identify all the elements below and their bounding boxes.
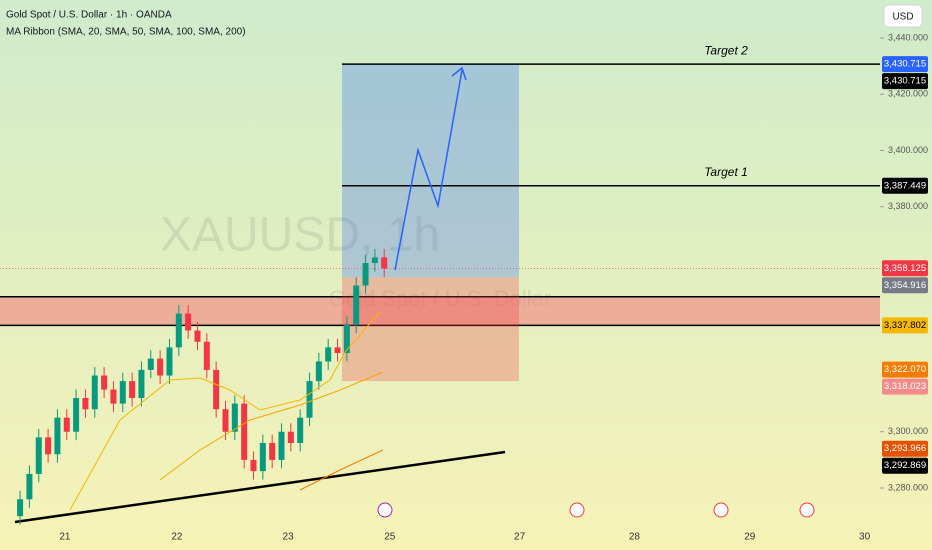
candle-body — [287, 431, 294, 443]
candle-body — [315, 361, 322, 382]
price-label-bg — [882, 56, 928, 73]
x-tick-label: 28 — [629, 532, 641, 543]
y-tick-label: 3,440.000 — [888, 32, 928, 42]
x-tick-label: 22 — [171, 532, 183, 543]
support-zone — [0, 296, 880, 326]
candle-body — [91, 375, 98, 410]
ma-line — [299, 449, 384, 491]
currency-button[interactable] — [883, 4, 923, 28]
target-box — [342, 64, 519, 278]
price-label: 3,387.449 — [884, 180, 926, 191]
price-label: 3,354.916 — [884, 280, 926, 291]
candle-body — [381, 257, 388, 269]
candle-body — [353, 285, 360, 325]
y-tick-label: 3,400.000 — [888, 145, 928, 155]
candle-body — [35, 437, 42, 474]
x-tick-label: 25 — [384, 532, 396, 543]
stop-box — [342, 277, 519, 382]
price-label-bg — [882, 177, 928, 194]
candle-body — [297, 417, 304, 443]
y-tick-label: 3,300.000 — [888, 426, 928, 436]
candle-body — [175, 313, 182, 348]
trendline — [14, 450, 506, 524]
candle-body — [334, 347, 341, 353]
y-tick-label: 3,380.000 — [888, 201, 928, 211]
candle-body — [306, 381, 313, 418]
chart-title: Gold Spot / U.S. Dollar · 1h · OANDA — [6, 10, 172, 21]
candle-body — [231, 403, 238, 432]
price-label-bg — [882, 378, 928, 395]
candle-body — [222, 409, 229, 432]
target-label: Target 1 — [704, 165, 748, 179]
candle-body — [325, 347, 332, 362]
candle-body — [129, 381, 136, 398]
price-label: 3,292.869 — [884, 460, 926, 471]
candle-body — [110, 389, 117, 404]
target-label: Target 2 — [704, 43, 748, 57]
price-label: 3,430.715 — [884, 76, 926, 87]
candle-body — [259, 443, 266, 472]
candle-body — [241, 403, 248, 460]
candle-body — [147, 358, 154, 370]
price-label: 3,322.070 — [884, 364, 926, 375]
x-tick-label: 29 — [744, 532, 756, 543]
price-label-bg — [882, 457, 928, 474]
price-label-bg — [882, 277, 928, 294]
currency[interactable]: USD — [892, 12, 913, 23]
ma-line — [159, 371, 384, 481]
candle-body — [343, 324, 350, 353]
candle-body — [101, 375, 108, 390]
price-label-bg — [882, 260, 928, 277]
candle-body — [194, 330, 201, 342]
price-label-bg — [882, 73, 928, 90]
price-label: 3,430.715 — [884, 59, 926, 70]
candle-body — [45, 437, 52, 455]
price-label-bg — [882, 361, 928, 378]
price-label: 3,318.023 — [884, 381, 926, 392]
price-label-bg — [882, 440, 928, 457]
projection-arrow — [394, 69, 463, 271]
candle-body — [278, 431, 285, 460]
arrow-head — [451, 66, 467, 81]
candle-body — [185, 313, 192, 331]
x-tick-label: 21 — [59, 532, 71, 543]
event-icons — [377, 502, 815, 518]
candle-body — [166, 347, 173, 376]
candle-body — [157, 358, 164, 376]
price-label: 3,337.802 — [884, 320, 926, 331]
price-label: 3,293.966 — [884, 443, 926, 454]
candle-body — [82, 398, 89, 410]
x-tick-label: 27 — [514, 532, 526, 543]
candle-body — [119, 381, 126, 404]
candle-body — [26, 473, 33, 500]
price-label: 3,358.125 — [884, 263, 926, 274]
candle-body — [250, 459, 257, 472]
ma-line — [69, 311, 381, 511]
candle-body — [138, 369, 145, 398]
candle-body — [73, 398, 80, 432]
candle-body — [371, 257, 378, 263]
price-label-bg — [882, 317, 928, 334]
candle-body — [17, 499, 24, 517]
x-tick-label: 23 — [282, 532, 294, 543]
candle-body — [63, 417, 70, 432]
y-tick-label: 3,420.000 — [888, 89, 928, 99]
x-tick-label: 30 — [859, 532, 871, 543]
candle-body — [362, 263, 369, 286]
candle-body — [54, 417, 61, 455]
candle-body — [213, 369, 220, 410]
candle-body — [203, 341, 210, 370]
y-tick-label: 3,280.000 — [888, 482, 928, 492]
watermark: XAUUSD, 1h — [160, 209, 440, 262]
plot: 3,440.000 3,420.000 3,400.000 3,380.000 3,30… — [0, 32, 928, 543]
chart-subtitle: MA Ribbon (SMA, 20, SMA, 50, SMA, 100, S… — [6, 27, 246, 38]
candle-body — [269, 443, 276, 460]
